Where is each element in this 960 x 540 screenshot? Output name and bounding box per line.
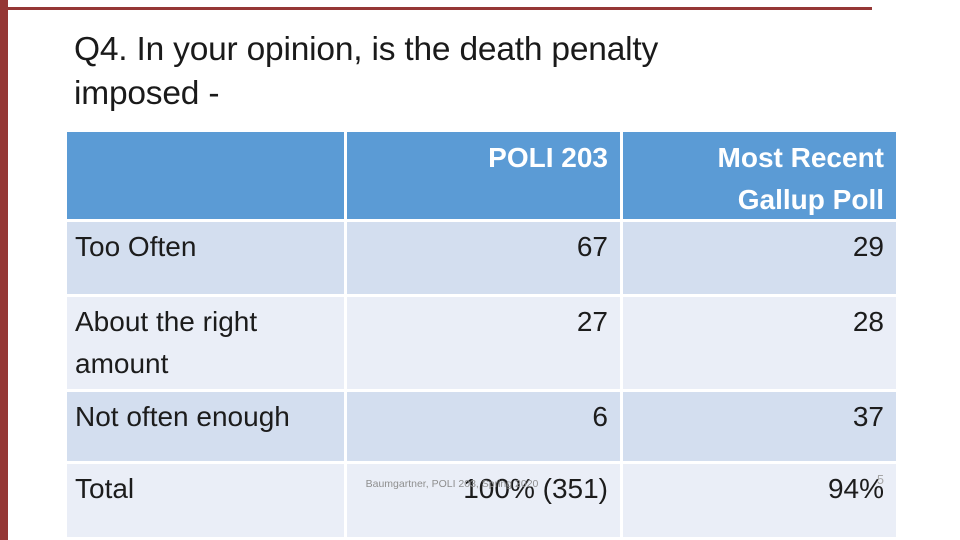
header-poli203-text: POLI 203 <box>488 142 608 173</box>
top-accent-line <box>8 7 872 10</box>
header-empty-cell <box>67 132 344 219</box>
poll-results-table: POLI 203 Most Recent Gallup Poll Too Oft… <box>67 132 896 537</box>
row-about-right-gallup: 28 <box>623 297 896 389</box>
page-number: 5 <box>877 473 884 487</box>
header-poli203: POLI 203 <box>347 132 620 219</box>
row-about-right-poli203: 27 <box>347 297 620 389</box>
row-not-often-poli203: 6 <box>347 392 620 461</box>
header-gallup-line1: Most Recent <box>717 142 884 173</box>
slide-title-line2: imposed - <box>74 74 220 112</box>
row-too-often-gallup: 29 <box>623 222 896 294</box>
header-gallup-line2: Gallup Poll <box>737 184 884 215</box>
row-label-not-often: Not often enough <box>67 392 344 461</box>
row-not-often-gallup: 37 <box>623 392 896 461</box>
slide-title-line1: Q4. In your opinion, is the death penalt… <box>74 31 659 68</box>
row-total-poli203: 100% (351) <box>347 464 620 537</box>
footer-citation: Baumgartner, POLI 203, Spring 2020 <box>365 478 539 490</box>
slide-title: Q4. In your opinion, is the death penalt… <box>74 28 904 115</box>
row-total-gallup: 94% <box>623 464 896 537</box>
row-label-too-often: Too Often <box>67 222 344 294</box>
header-gallup: Most Recent Gallup Poll <box>623 132 896 219</box>
row-label-about-right: About the right amount <box>67 297 344 389</box>
row-too-often-poli203: 67 <box>347 222 620 294</box>
left-accent-bar <box>0 0 8 540</box>
row-label-total: Total <box>67 464 344 537</box>
